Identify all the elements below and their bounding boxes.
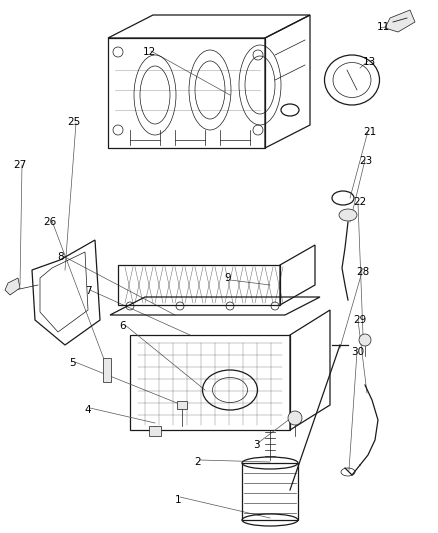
Text: 11: 11 <box>376 22 390 32</box>
Ellipse shape <box>339 209 357 221</box>
Text: 9: 9 <box>225 273 231 283</box>
Text: 26: 26 <box>43 217 57 227</box>
Text: 29: 29 <box>353 315 367 325</box>
Polygon shape <box>385 10 415 32</box>
Text: 4: 4 <box>85 405 91 415</box>
Text: 3: 3 <box>253 440 259 450</box>
Text: 6: 6 <box>120 321 126 331</box>
Text: 23: 23 <box>359 156 373 166</box>
Circle shape <box>359 334 371 346</box>
Text: 7: 7 <box>85 286 91 296</box>
Text: 30: 30 <box>351 347 364 357</box>
Circle shape <box>288 411 302 425</box>
Text: 13: 13 <box>362 57 376 67</box>
Text: 1: 1 <box>175 495 181 505</box>
Text: 25: 25 <box>67 117 81 127</box>
Text: 21: 21 <box>364 127 377 137</box>
Text: 2: 2 <box>194 457 201 467</box>
Bar <box>149 426 161 436</box>
Text: 28: 28 <box>357 267 370 277</box>
Text: 8: 8 <box>58 252 64 262</box>
Text: 5: 5 <box>70 358 76 368</box>
Text: 12: 12 <box>142 47 155 57</box>
Bar <box>103 358 111 382</box>
Bar <box>177 401 187 409</box>
Text: 22: 22 <box>353 197 367 207</box>
Polygon shape <box>5 278 20 295</box>
Text: 27: 27 <box>14 160 27 170</box>
Bar <box>242 463 298 520</box>
